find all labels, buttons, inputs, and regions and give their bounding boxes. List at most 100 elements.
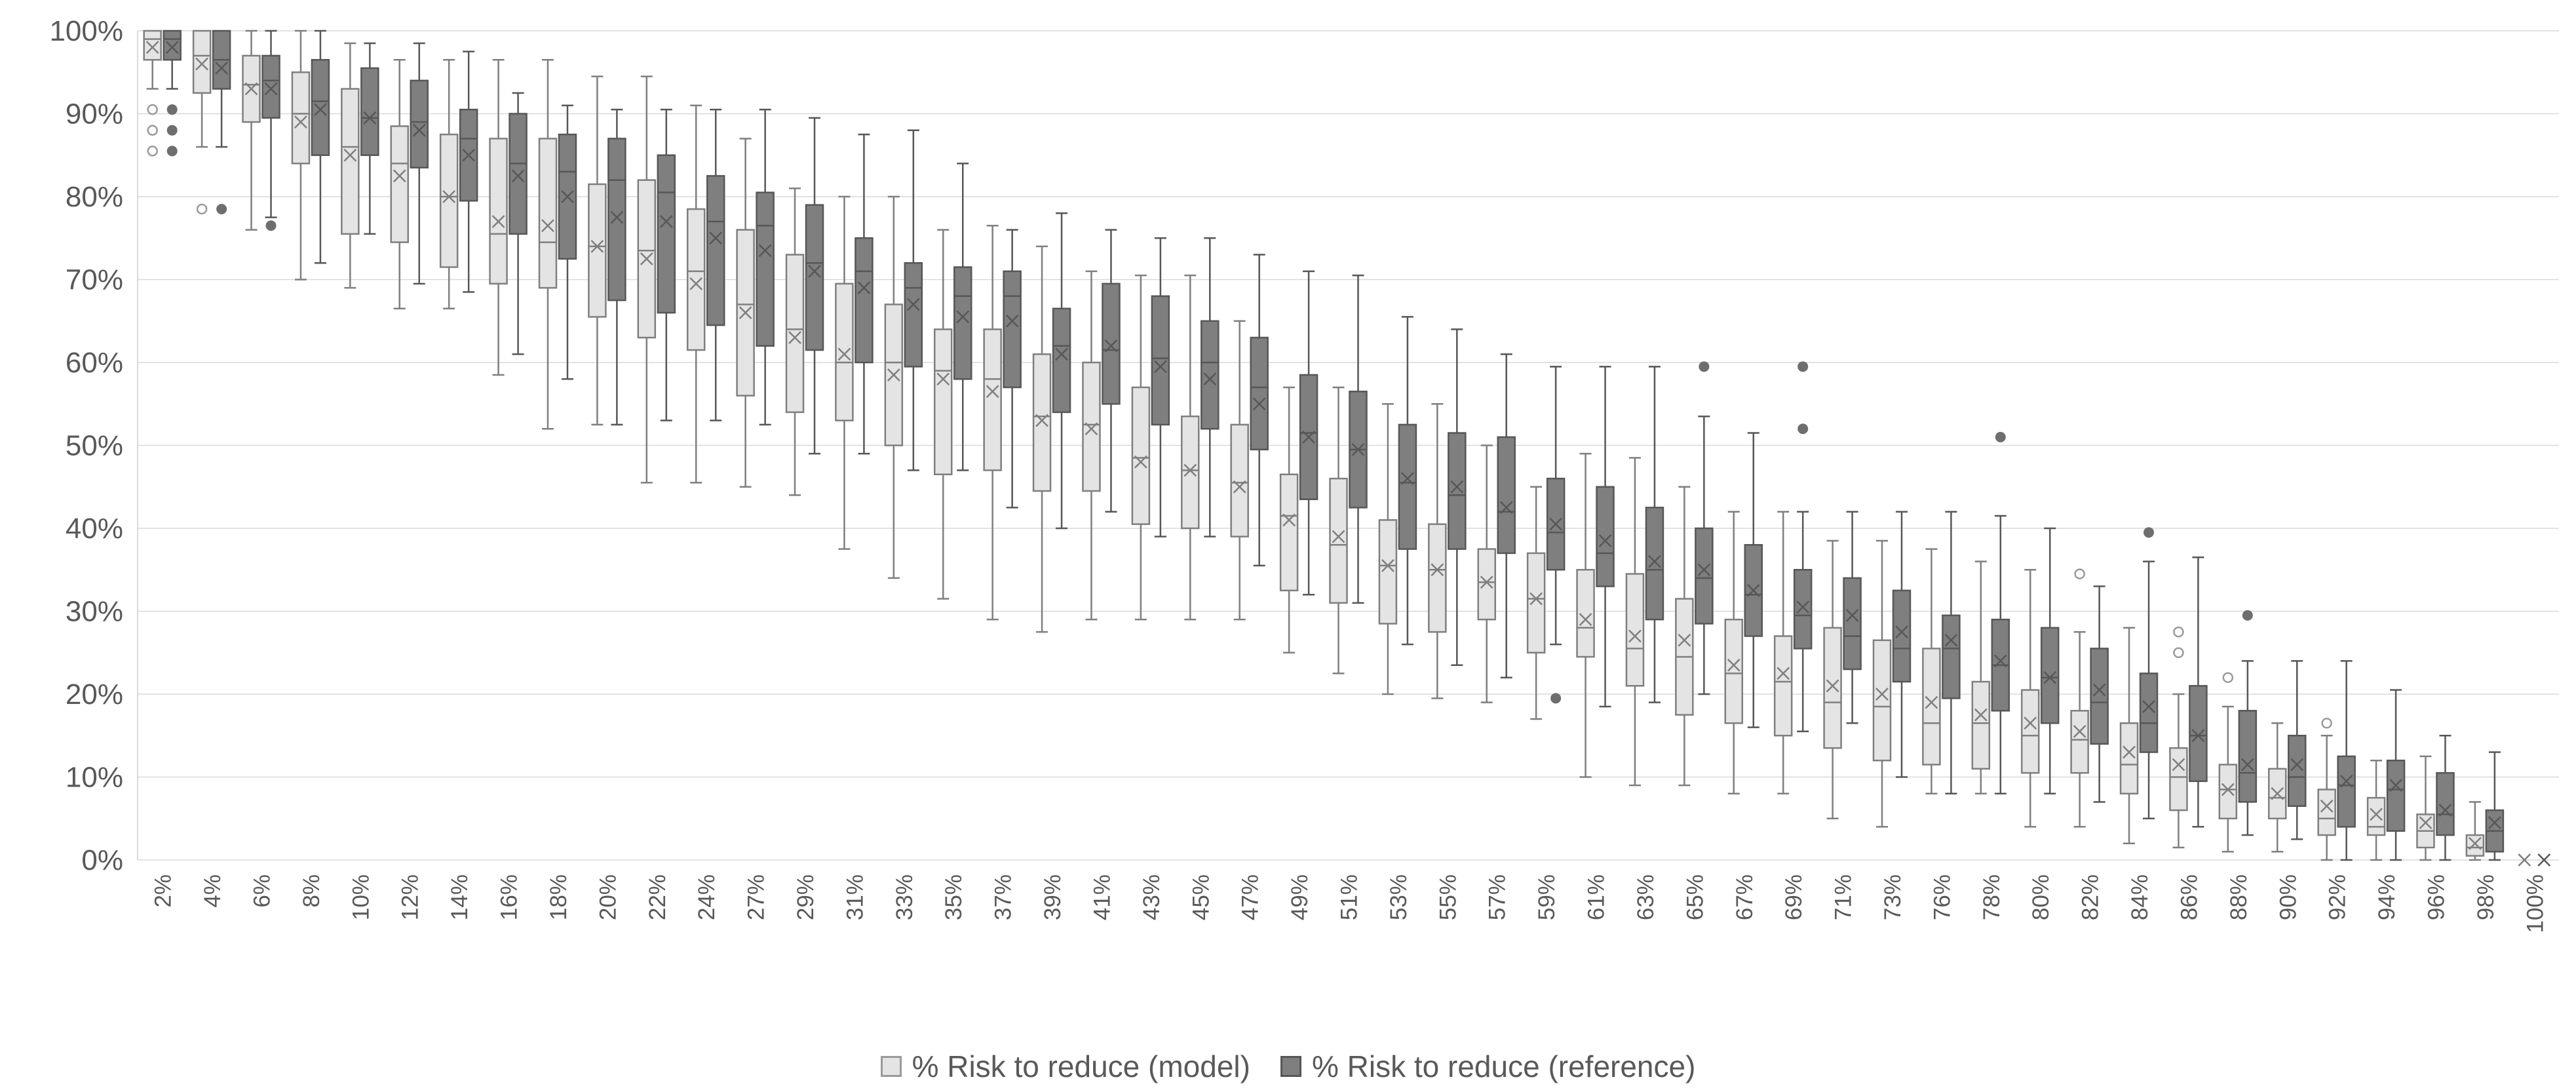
box-reference-84%-outlier: [2143, 527, 2155, 538]
box-model-86%-mean-marker: [2172, 758, 2185, 771]
box-model-61%: [1576, 569, 1595, 658]
box-model-51%: [1329, 477, 1348, 604]
box-reference-39%: [1052, 307, 1071, 414]
x-tick-label: 14%: [447, 874, 472, 920]
x-tick-label: 98%: [2473, 874, 2499, 920]
box-model-86%: [2169, 747, 2188, 811]
box-model-92%-mean-marker: [2320, 799, 2334, 813]
box-reference-88%-outlier: [2242, 610, 2253, 621]
box-reference-69%: [1793, 569, 1813, 650]
box-model-67%: [1724, 618, 1744, 724]
box-reference-86%: [2189, 685, 2208, 783]
box-model-47%-mean-marker: [1233, 480, 1246, 494]
box-reference-84%-mean-marker: [2142, 700, 2155, 713]
box-reference-69%-outlier: [1797, 423, 1809, 435]
box-reference-88%-mean-marker: [2240, 758, 2254, 771]
legend-swatch-reference-icon: [1280, 1056, 1301, 1077]
box-reference-24%-mean-marker: [709, 231, 723, 245]
box-model-94%-mean-marker: [2370, 808, 2383, 821]
y-tick-label: 20%: [66, 678, 123, 711]
box-model-20%-mean-marker: [590, 240, 604, 253]
box-reference-63%: [1645, 507, 1664, 621]
box-model-55%-mean-marker: [1431, 563, 1444, 577]
box-model-39%: [1032, 353, 1052, 492]
box-reference-22%-mean-marker: [659, 215, 673, 228]
box-model-16%: [489, 138, 508, 285]
box-reference-71%: [1843, 577, 1862, 671]
box-reference-6%: [261, 54, 280, 119]
box-model-82%-mean-marker: [2073, 725, 2086, 738]
box-model-22%: [637, 179, 657, 339]
x-tick-label: 37%: [991, 874, 1016, 920]
box-model-29%-mean-marker: [788, 331, 801, 344]
x-tick-label: 31%: [842, 874, 868, 920]
box-model-35%: [933, 328, 953, 476]
box-model-18%: [538, 138, 558, 289]
box-model-45%-mean-marker: [1183, 463, 1197, 477]
box-model-41%-mean-marker: [1085, 422, 1098, 436]
x-tick-label: 8%: [299, 874, 324, 908]
box-model-53%-mean-marker: [1381, 559, 1394, 572]
box-reference-73%-mean-marker: [1895, 625, 1908, 639]
box-reference-37%-mean-marker: [1005, 314, 1019, 328]
box-reference-27%: [756, 191, 775, 347]
x-tick-label: 12%: [398, 874, 423, 920]
x-tick-label: 88%: [2226, 874, 2252, 920]
x-tick-label: 45%: [1188, 874, 1214, 920]
box-model-82%: [2070, 710, 2089, 774]
x-tick-label: 67%: [1732, 874, 1758, 920]
x-tick-label: 33%: [892, 874, 917, 920]
legend: % Risk to reduce (model) % Risk to reduc…: [0, 1049, 2576, 1084]
box-reference-92%-mean-marker: [2339, 774, 2353, 788]
box-model-37%-mean-marker: [986, 385, 999, 399]
y-tick-label: 70%: [66, 264, 123, 296]
x-tick-label: 100%: [2522, 874, 2548, 933]
box-model-92%-outlier: [2321, 718, 2332, 729]
box-reference-90%: [2288, 735, 2307, 808]
box-reference-45%: [1201, 320, 1220, 430]
x-tick-label: 76%: [1929, 874, 1955, 920]
box-model-78%-mean-marker: [1974, 708, 1988, 722]
box-reference-22%: [657, 154, 676, 314]
legend-label-reference: % Risk to reduce (reference): [1311, 1049, 1696, 1083]
box-model-35%-mean-marker: [936, 372, 950, 386]
box-model-98%-mean-marker: [2469, 836, 2482, 850]
box-reference-29%-mean-marker: [808, 264, 821, 278]
x-tick-label: 49%: [1287, 874, 1313, 920]
x-tick-label: 61%: [1584, 874, 1609, 920]
box-model-39%-mean-marker: [1035, 414, 1048, 427]
box-model-84%-mean-marker: [2123, 745, 2136, 759]
x-tick-label: 94%: [2374, 874, 2400, 920]
box-reference-27%-mean-marker: [758, 244, 772, 258]
legend-item-reference[interactable]: % Risk to reduce (reference): [1280, 1049, 1695, 1084]
box-model-43%-mean-marker: [1134, 455, 1147, 469]
y-tick-label: 100%: [49, 15, 123, 47]
box-reference-8%: [311, 59, 330, 157]
box-model-92%: [2317, 789, 2336, 836]
y-tick-label: 10%: [66, 762, 123, 794]
box-model-61%-mean-marker: [1579, 613, 1592, 627]
x-tick-label: 92%: [2325, 874, 2351, 920]
legend-swatch-model-icon: [880, 1056, 902, 1077]
box-reference-61%-mean-marker: [1598, 534, 1612, 547]
box-reference-10%-mean-marker: [363, 111, 377, 125]
box-reference-18%-mean-marker: [561, 190, 574, 203]
x-tick-label: 10%: [348, 874, 374, 920]
box-model-31%-mean-marker: [837, 347, 851, 361]
box-reference-41%: [1102, 283, 1121, 405]
box-reference-80%-mean-marker: [2043, 671, 2057, 684]
y-tick-label: 90%: [66, 98, 123, 130]
box-reference-88%: [2238, 710, 2258, 803]
x-tick-label: 82%: [2078, 874, 2104, 920]
box-model-31%: [835, 283, 854, 421]
box-reference-65%-outlier: [1699, 361, 1710, 372]
box-model-29%: [785, 254, 805, 414]
x-tick-label: 96%: [2423, 874, 2449, 920]
legend-item-model[interactable]: % Risk to reduce (model): [880, 1049, 1250, 1084]
box-model-37%: [983, 328, 1002, 471]
box-reference-31%-mean-marker: [857, 281, 871, 295]
box-reference-47%-mean-marker: [1252, 397, 1266, 411]
box-model-47%: [1230, 423, 1249, 537]
box-model-12%: [390, 125, 409, 243]
